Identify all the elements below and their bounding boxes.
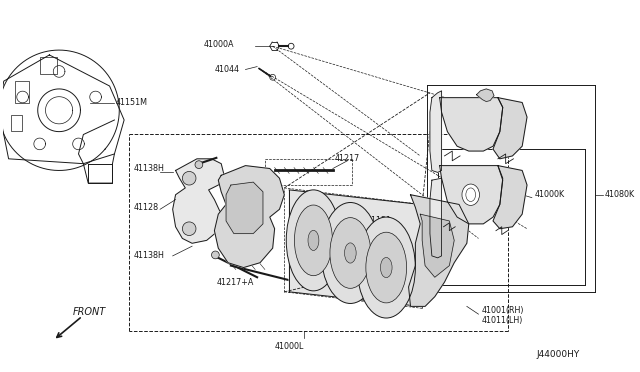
Bar (40, 57, 57, 74)
Text: 41044: 41044 (214, 65, 239, 74)
Polygon shape (226, 182, 263, 234)
Circle shape (182, 171, 196, 185)
Polygon shape (408, 195, 468, 307)
FancyArrowPatch shape (57, 318, 80, 337)
Polygon shape (477, 89, 494, 102)
Ellipse shape (344, 243, 356, 263)
Text: 41138H: 41138H (134, 164, 164, 173)
Ellipse shape (380, 257, 392, 278)
Bar (10, 115, 22, 131)
Ellipse shape (321, 202, 380, 304)
Text: 41011(LH): 41011(LH) (481, 317, 523, 326)
Polygon shape (173, 159, 224, 243)
Polygon shape (289, 190, 420, 307)
Bar (15, 81, 29, 103)
Text: 41217+A: 41217+A (216, 278, 253, 286)
Ellipse shape (294, 205, 332, 276)
Circle shape (195, 161, 203, 169)
Text: 41080K: 41080K (605, 190, 635, 199)
Text: J44000HY: J44000HY (537, 350, 580, 359)
Ellipse shape (366, 232, 406, 303)
Text: 41000K: 41000K (535, 190, 565, 199)
Text: 41000L: 41000L (275, 342, 304, 351)
Circle shape (211, 251, 220, 259)
Text: 41001(RH): 41001(RH) (481, 306, 524, 315)
Text: 41128: 41128 (134, 203, 159, 212)
Ellipse shape (308, 230, 319, 250)
Ellipse shape (462, 184, 479, 205)
Polygon shape (493, 98, 527, 159)
Polygon shape (440, 166, 503, 224)
Text: FRONT: FRONT (73, 307, 106, 317)
Polygon shape (430, 91, 442, 172)
Ellipse shape (357, 217, 415, 318)
Text: 41121: 41121 (367, 217, 392, 225)
Text: 41000A: 41000A (204, 40, 234, 49)
Polygon shape (493, 166, 527, 229)
Polygon shape (440, 98, 503, 151)
Text: 41217: 41217 (335, 154, 360, 163)
Ellipse shape (286, 190, 340, 291)
Ellipse shape (330, 218, 371, 288)
Polygon shape (214, 166, 284, 267)
Polygon shape (420, 214, 454, 277)
Polygon shape (430, 178, 442, 258)
Text: 41138H: 41138H (134, 251, 164, 260)
Circle shape (182, 222, 196, 235)
Text: 41151M: 41151M (115, 98, 147, 107)
